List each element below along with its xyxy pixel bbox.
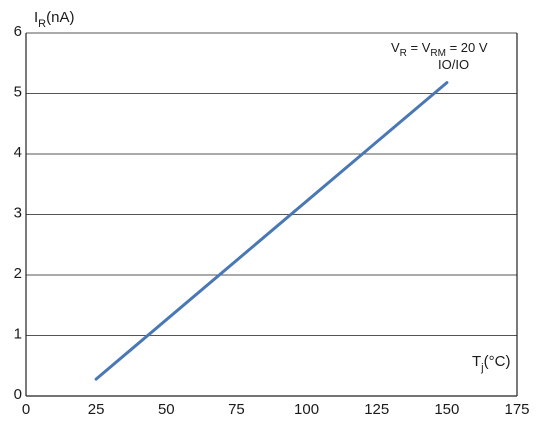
y-tick-label-0: 0 xyxy=(14,386,22,403)
y-tick-labels: 0 1 2 3 4 5 6 xyxy=(14,23,22,403)
x-tick-label-4: 100 xyxy=(294,401,319,418)
y-tick-label-2: 2 xyxy=(14,265,22,282)
y-axis-label: IR(nA) xyxy=(34,9,74,30)
x-tick-labels: 0 25 50 75 100 125 150 175 xyxy=(22,401,530,418)
series-group xyxy=(94,81,449,381)
y-tick-label-6: 6 xyxy=(14,23,22,40)
x-tick-label-7: 175 xyxy=(504,401,529,418)
grid-lines xyxy=(26,32,517,336)
x-tick-label-3: 75 xyxy=(228,401,245,418)
x-tick-label-2: 50 xyxy=(158,401,175,418)
condition-annotation: VR = VRM = 20 V xyxy=(391,40,488,59)
x-tick-label-0: 0 xyxy=(22,401,30,418)
y-tick-label-3: 3 xyxy=(14,205,22,222)
x-tick-label-6: 150 xyxy=(434,401,459,418)
y-tick-label-1: 1 xyxy=(14,326,22,343)
series-line-0 xyxy=(94,81,449,381)
condition-annotation-line2: IO/IO xyxy=(438,57,469,72)
x-axis-label: Tj(°C) xyxy=(472,353,510,374)
y-tick-label-4: 4 xyxy=(14,144,22,161)
y-tick-label-5: 5 xyxy=(14,84,22,101)
plot-frame xyxy=(25,33,518,397)
x-tick-label-5: 125 xyxy=(364,401,389,418)
x-tick-label-1: 25 xyxy=(88,401,105,418)
